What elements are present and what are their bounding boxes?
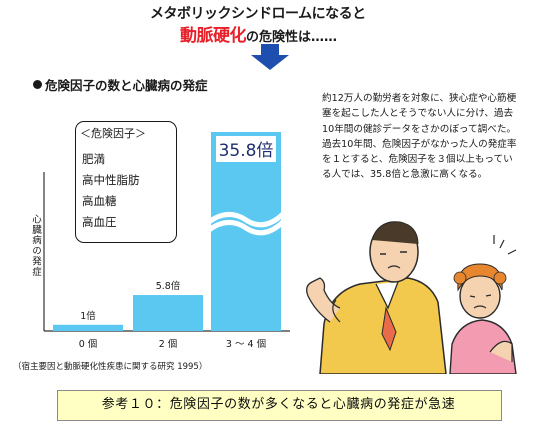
y-axis-label: 心臓病の発症	[30, 214, 41, 277]
risk-factor-title: ＜危険因子＞	[80, 127, 146, 140]
header-line-1: メタボリックシンドロームになると	[150, 6, 366, 22]
people-illustration	[306, 221, 517, 374]
bullet-dot-icon	[33, 80, 42, 89]
risk-factor-box	[75, 121, 177, 243]
section-title: 危険因子の数と心臓病の発症	[33, 75, 208, 94]
axis-break-mark	[207, 212, 285, 228]
bar	[53, 324, 123, 331]
risk-factor-item: 高血圧	[82, 215, 117, 229]
citation: （宿主要因と動脈硬化性疾患に関する研究 1995）	[13, 362, 208, 372]
header-rest: の危険性は……	[246, 30, 338, 45]
value-label: 1倍	[80, 310, 96, 322]
value-label: 5.8倍	[156, 280, 181, 292]
section-title-text: 危険因子の数と心臓病の発症	[45, 78, 208, 93]
x-tick-label: 0 個	[79, 338, 98, 350]
value-label: 35.8倍	[219, 141, 274, 161]
bar	[133, 295, 203, 331]
x-tick-label: 2 個	[159, 338, 178, 350]
value-label-box	[216, 136, 276, 162]
note-box	[57, 390, 502, 421]
header-line-2: 動脈硬化の危険性は……	[180, 21, 337, 46]
risk-factor-item: 肥満	[82, 152, 105, 166]
down-arrow-icon	[251, 44, 289, 70]
x-tick-label: 3 ～ 4 個	[226, 338, 266, 350]
header-keyword: 動脈硬化	[180, 26, 247, 46]
risk-factor-item: 高中性脂肪	[82, 173, 140, 187]
risk-factor-item: 高血糖	[82, 194, 117, 208]
description-paragraph: 約12万人の勤労者を対象に、狭心症や心筋梗塞を起こした人とそうでない人に分け、過…	[322, 93, 517, 181]
axis-break-mark	[207, 220, 285, 236]
note-text: 参考１０：危険因子の数が多くなると心臓病の発症が急速	[101, 397, 456, 412]
